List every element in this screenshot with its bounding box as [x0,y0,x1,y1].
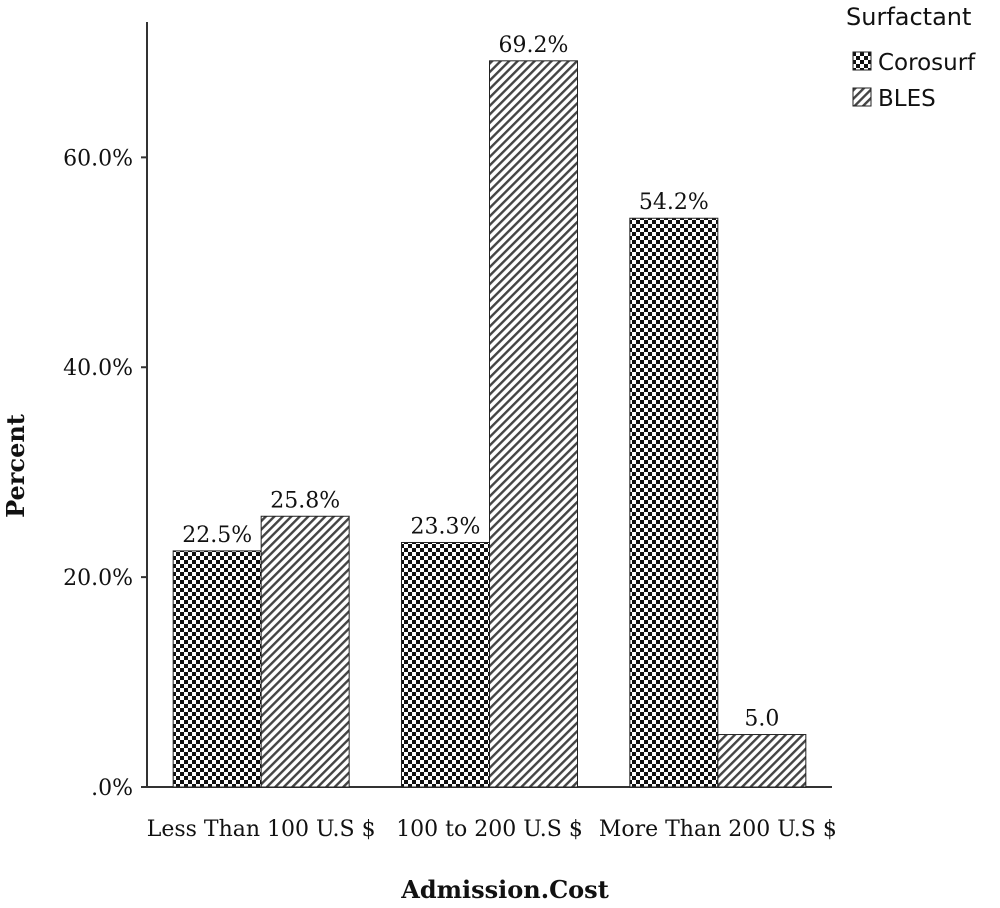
y-tick-label: 40.0% [63,356,133,381]
bar-bles-1 [489,60,578,788]
plot-area: .0% 20.0% 40.0% 60.0% Less Than 100 U.S $ 10… [63,22,837,842]
y-axis-title: Percent [1,414,30,518]
legend-items: Corosurf BLES [852,50,976,112]
legend-swatch-corosurf [852,51,872,71]
x-axis-title: Admission.Cost [400,875,609,904]
x-tick-label: More Than 200 U.S $ [599,817,837,842]
x-tick-label: Less Than 100 U.S $ [147,817,376,842]
bars [172,60,807,788]
x-tick-label: 100 to 200 U.S $ [396,817,583,842]
data-label-bles-2: 5.0 [744,707,779,732]
data-labels: 22.5% 25.8% 23.3% 69.2% 54.2% 5.0 [182,33,779,732]
data-label-corosurf-2: 54.2% [639,190,709,215]
legend-title: Surfactant [846,3,971,31]
y-tick-label: 20.0% [63,566,133,591]
bar-corosurf-0 [172,550,262,788]
legend-label-corosurf: Corosurf [878,50,976,76]
data-label-corosurf-0: 22.5% [182,523,252,548]
data-label-corosurf-1: 23.3% [411,514,481,539]
bar-corosurf-1 [401,541,490,788]
data-label-bles-1: 69.2% [499,33,569,58]
y-tick-label: .0% [91,776,133,801]
x-axis-ticks: Less Than 100 U.S $ 100 to 200 U.S $ More … [147,817,837,842]
y-axis-ticks: .0% 20.0% 40.0% 60.0% [63,146,147,801]
legend-swatch-bles [852,87,872,107]
legend-label-bles: BLES [878,86,936,112]
y-tick-label: 60.0% [63,146,133,171]
bar-bles-2 [717,734,807,788]
data-label-bles-0: 25.8% [270,488,340,513]
bar-bles-0 [260,515,350,788]
legend: Surfactant Corosurf BLES [846,3,976,112]
bar-corosurf-2 [629,217,719,788]
